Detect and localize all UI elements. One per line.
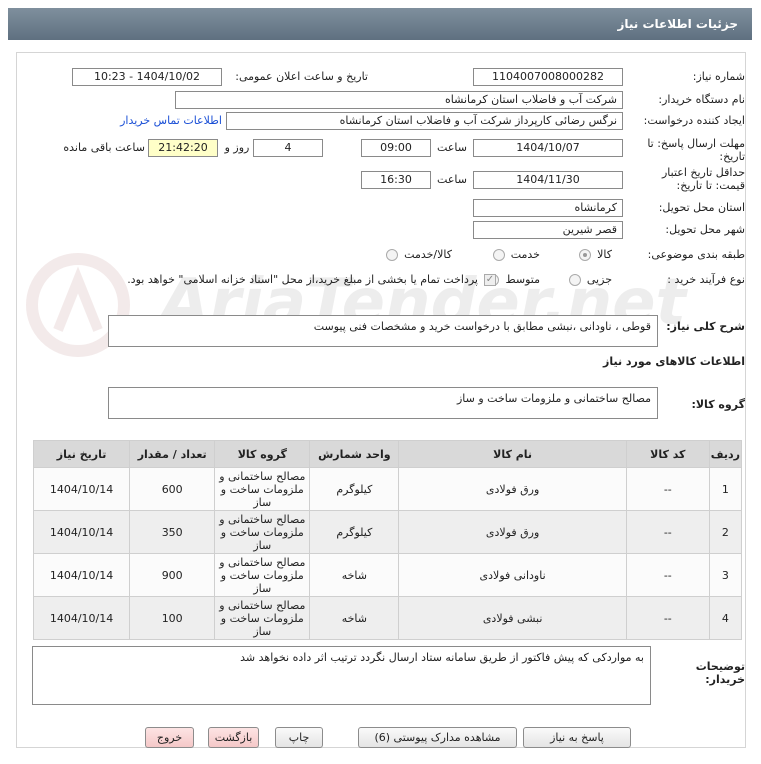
- section-title: اطلاعات کالاهای مورد نیاز: [603, 355, 745, 368]
- button[interactable]: مشاهده مدارک پیوستی (6): [358, 727, 517, 748]
- field-label: ساعت: [437, 141, 467, 154]
- field-value: 09:00: [361, 139, 431, 157]
- table-cell: ورق فولادی: [399, 468, 626, 510]
- column-header: واحد شمارش: [310, 441, 399, 467]
- radio-option[interactable]: جزیی: [502, 271, 612, 289]
- option-label: متوسط: [505, 273, 540, 286]
- option-label: جزیی: [586, 273, 612, 286]
- field-note: پرداخت تمام یا بخشی از مبلغ خرید،از محل …: [127, 273, 478, 286]
- table-cell: کیلوگرم: [310, 468, 399, 510]
- field-label: ساعت: [437, 173, 467, 186]
- radio-button[interactable]: [568, 274, 581, 286]
- field-value: 21:42:20: [148, 139, 218, 157]
- table-row: 4 -- نبشی فولادی شاخه مصالح ساختمانی و ملزوم…: [34, 597, 741, 639]
- table-cell: مصالح ساختمانی و ملزومات ساخت و ساز: [215, 597, 310, 639]
- field-value: شرکت آب و فاضلاب استان کرمانشاه: [175, 91, 623, 109]
- field-value: قوطی ، ناودانی ،نبشی مطابق با درخواست خر…: [108, 315, 658, 347]
- table-cell: --: [626, 468, 709, 510]
- field-value: کرمانشاه: [473, 199, 623, 217]
- field-label: شماره نیاز:: [692, 70, 745, 83]
- table-cell: مصالح ساختمانی و ملزومات ساخت و ساز: [215, 554, 310, 596]
- field-label: روز و: [224, 141, 250, 154]
- field-value: نرگس رضائی کارپرداز شرکت آب و فاضلاب است…: [226, 112, 623, 130]
- field-value: 1404/11/30: [473, 171, 623, 189]
- option-label: خدمت: [510, 248, 540, 261]
- field-value: به مواردکی که پیش فاکتور از طریق سامانه …: [32, 646, 651, 705]
- field-value: قصر شیرین: [473, 221, 623, 239]
- column-header: تاریخ نیاز: [34, 441, 130, 467]
- field-label: شرح کلی نیاز:: [666, 320, 745, 333]
- table-row: 3 -- ناودانی فولادی شاخه مصالح ساختمانی و مل…: [34, 554, 741, 596]
- field-label: استان محل تحویل:: [658, 201, 745, 214]
- table-cell: 600: [130, 468, 215, 510]
- header-title: جزئیات اطلاعات نیاز: [8, 8, 752, 40]
- table-row: 1 -- ورق فولادی کیلوگرم مصالح ساختمانی و ملز…: [34, 468, 741, 510]
- field-value: 16:30: [361, 171, 431, 189]
- table-cell: 1404/10/14: [34, 554, 130, 596]
- button[interactable]: چاپ: [275, 727, 323, 748]
- field-label: مهلت ارسال پاسخ: تا تاریخ:: [647, 137, 745, 163]
- table-cell: 100: [130, 597, 215, 639]
- table-cell: --: [626, 597, 709, 639]
- table-row: 2 -- ورق فولادی کیلوگرم مصالح ساختمانی و ملز…: [34, 511, 741, 553]
- field-label: نام دستگاه خریدار:: [658, 93, 745, 106]
- field-label: حداقل تاریخ اعتبار قیمت: تا تاریخ:: [661, 166, 745, 192]
- field-value: 1404/10/07: [473, 139, 623, 157]
- checkbox[interactable]: ✓: [484, 274, 496, 286]
- column-header: نام کالا: [399, 441, 626, 467]
- table-cell: شاخه: [310, 597, 399, 639]
- table-cell: شاخه: [310, 554, 399, 596]
- watermark-logo: [26, 253, 130, 357]
- field-label: طبقه بندی موضوعی:: [647, 248, 745, 261]
- table-cell: 1: [709, 468, 741, 510]
- field-label: گروه کالا:: [691, 398, 745, 411]
- table-cell: 1404/10/14: [34, 597, 130, 639]
- field-value: 1104007008000282: [473, 68, 623, 86]
- table-cell: 1404/10/14: [34, 511, 130, 553]
- table-cell: 900: [130, 554, 215, 596]
- table-cell: مصالح ساختمانی و ملزومات ساخت و ساز: [215, 511, 310, 553]
- table: ردیف کد کالا نام کالا واحد شمارش گروه کالا تع…: [33, 440, 742, 640]
- table-cell: --: [626, 554, 709, 596]
- table-cell: کیلوگرم: [310, 511, 399, 553]
- goods-table: ردیف کد کالا نام کالا واحد شمارش گروه کالا تع…: [33, 440, 742, 640]
- column-header: تعداد / مقدار: [130, 441, 215, 467]
- table-header: ردیف کد کالا نام کالا واحد شمارش گروه کالا تع…: [34, 441, 741, 467]
- table-cell: مصالح ساختمانی و ملزومات ساخت و ساز: [215, 468, 310, 510]
- table-cell: ناودانی فولادی: [399, 554, 626, 596]
- radio-option[interactable]: کالا/خدمت: [342, 246, 452, 264]
- radio-button[interactable]: [492, 249, 505, 261]
- option-label: کالا/خدمت: [404, 248, 452, 261]
- table-cell: --: [626, 511, 709, 553]
- radio-option[interactable]: کالا: [502, 246, 612, 264]
- radio-button[interactable]: [386, 249, 399, 261]
- button[interactable]: پاسخ به نیاز: [523, 727, 631, 748]
- contact-link[interactable]: اطلاعات تماس خریدار: [120, 114, 222, 127]
- table-cell: 1404/10/14: [34, 468, 130, 510]
- table-cell: 3: [709, 554, 741, 596]
- field-label: ایجاد کننده درخواست:: [643, 114, 745, 127]
- field-value: 4: [253, 139, 323, 157]
- table-cell: 4: [709, 597, 741, 639]
- button[interactable]: خروج: [145, 727, 194, 748]
- option-label: کالا: [597, 248, 612, 261]
- field-value: مصالح ساختمانی و ملزومات ساخت و ساز: [108, 387, 658, 419]
- field-label: توضیحات خریدار:: [695, 660, 745, 686]
- radio-button[interactable]: [579, 249, 592, 261]
- field-value: 1404/10/02 - 10:23: [72, 68, 222, 86]
- column-header: ردیف: [709, 441, 741, 467]
- table-cell: 2: [709, 511, 741, 553]
- table-cell: نبشی فولادی: [399, 597, 626, 639]
- table-cell: 350: [130, 511, 215, 553]
- radio-option[interactable]: خدمت: [430, 246, 540, 264]
- button[interactable]: بازگشت: [208, 727, 259, 748]
- column-header: کد کالا: [626, 441, 709, 467]
- field-label: تاریخ و ساعت اعلان عمومی:: [235, 70, 368, 83]
- field-label: نوع فرآیند خرید :: [667, 273, 745, 286]
- column-header: گروه کالا: [215, 441, 310, 467]
- field-label: شهر محل تحویل:: [665, 223, 745, 236]
- field-label: ساعت باقی مانده: [63, 141, 145, 154]
- table-cell: ورق فولادی: [399, 511, 626, 553]
